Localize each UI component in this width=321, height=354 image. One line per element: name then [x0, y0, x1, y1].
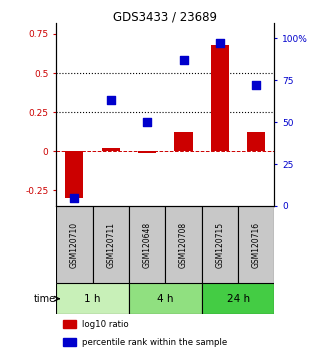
Text: GSM120708: GSM120708 [179, 222, 188, 268]
Text: GSM120716: GSM120716 [252, 222, 261, 268]
Point [108, 97, 113, 103]
Bar [65, 151, 83, 198]
Bar [92, 206, 129, 283]
Bar [202, 283, 274, 314]
Text: GSM120648: GSM120648 [143, 222, 152, 268]
Bar [238, 206, 274, 283]
Bar [63, 338, 76, 346]
Bar [138, 151, 156, 153]
Text: GSM120710: GSM120710 [70, 222, 79, 268]
Bar [129, 283, 202, 314]
Point [144, 119, 150, 125]
Point [181, 57, 186, 63]
Bar [63, 320, 76, 328]
Text: GSM120715: GSM120715 [215, 222, 224, 268]
Bar [56, 206, 92, 283]
Point [254, 82, 259, 88]
Text: 24 h: 24 h [227, 294, 250, 304]
Point [217, 40, 222, 46]
Text: GSM120711: GSM120711 [106, 222, 115, 268]
Text: time: time [34, 294, 56, 304]
Bar [56, 283, 129, 314]
Bar [129, 206, 165, 283]
Text: 1 h: 1 h [84, 294, 101, 304]
Text: 4 h: 4 h [157, 294, 174, 304]
Title: GDS3433 / 23689: GDS3433 / 23689 [113, 10, 217, 23]
Bar [174, 132, 193, 151]
Bar [102, 148, 120, 151]
Bar [202, 206, 238, 283]
Point [72, 195, 77, 200]
Bar [247, 132, 265, 151]
Text: log10 ratio: log10 ratio [82, 320, 129, 329]
Bar [211, 45, 229, 151]
Bar [165, 206, 202, 283]
Text: percentile rank within the sample: percentile rank within the sample [82, 338, 228, 347]
